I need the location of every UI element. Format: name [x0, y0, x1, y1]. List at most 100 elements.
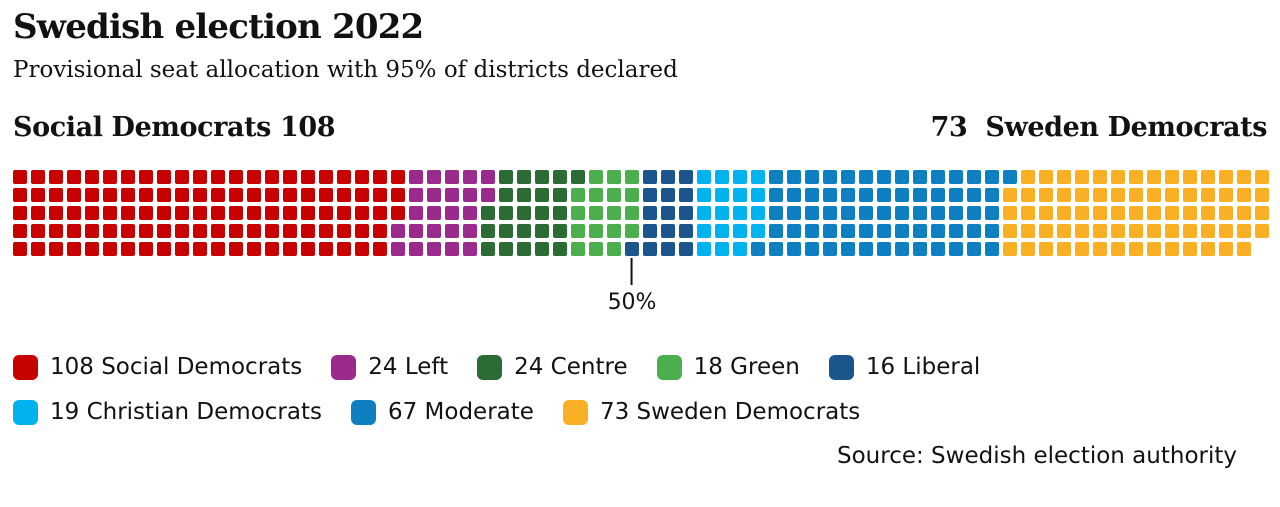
seat-square — [625, 206, 639, 221]
seat-square — [265, 188, 279, 203]
seat-square — [769, 206, 783, 221]
seat-square — [1039, 170, 1053, 185]
seat-square — [1183, 224, 1197, 239]
seat-square — [607, 242, 621, 257]
seat-square — [589, 206, 603, 221]
seat-square — [787, 206, 801, 221]
seat-square — [643, 242, 657, 257]
waffle-column — [499, 170, 513, 257]
seat-square — [679, 188, 693, 203]
bar-labels: Social Democrats 108 73 Sweden Democrats — [13, 112, 1267, 143]
waffle-column — [985, 170, 999, 257]
legend-row: 19 Christian Democrats 67 Moderate 73 Swed… — [13, 399, 1267, 425]
seat-square — [1183, 170, 1197, 185]
waffle-column — [481, 170, 495, 257]
legend-swatch — [656, 354, 682, 380]
seat-square — [13, 242, 27, 257]
seat-square — [85, 224, 99, 239]
waffle-column — [1147, 170, 1161, 257]
legend-label: 16 Liberal — [865, 354, 981, 381]
seat-square — [535, 188, 549, 203]
seat-square — [841, 188, 855, 203]
seat-square — [373, 170, 387, 185]
waffle-column — [121, 170, 135, 257]
seat-square — [1237, 206, 1251, 221]
seat-square — [265, 242, 279, 257]
waffle-column — [373, 170, 387, 257]
seat-square — [967, 188, 981, 203]
seat-square — [409, 188, 423, 203]
seat-square — [463, 188, 477, 203]
seat-square — [157, 188, 171, 203]
seat-square — [409, 170, 423, 185]
seat-square — [571, 206, 585, 221]
seat-square — [319, 224, 333, 239]
seat-square — [517, 242, 531, 257]
waffle-column — [391, 170, 405, 257]
seat-square — [409, 242, 423, 257]
seat-square — [967, 206, 981, 221]
seat-square — [463, 170, 477, 185]
waffle-column — [679, 170, 693, 257]
seat-square — [13, 224, 27, 239]
seat-square — [463, 242, 477, 257]
seat-square — [49, 170, 63, 185]
seat-square — [481, 188, 495, 203]
waffle-column — [841, 170, 855, 257]
seat-square — [1075, 242, 1089, 257]
waffle-column — [859, 170, 873, 257]
seat-square — [445, 188, 459, 203]
seat-square — [607, 224, 621, 239]
seat-square — [229, 224, 243, 239]
seat-square — [643, 188, 657, 203]
legend-item: 73 Sweden Democrats — [562, 399, 860, 425]
seat-square — [211, 224, 225, 239]
seat-square — [859, 224, 873, 239]
seat-square — [1237, 224, 1251, 239]
seat-square — [121, 170, 135, 185]
seat-square — [85, 242, 99, 257]
waffle-column — [931, 170, 945, 257]
waffle-column — [787, 170, 801, 257]
waffle-column — [1255, 170, 1269, 256]
seat-square — [1021, 224, 1035, 239]
seat-square — [1201, 188, 1215, 203]
seat-square — [607, 170, 621, 185]
seat-square — [391, 242, 405, 257]
seat-square — [787, 170, 801, 185]
seat-square — [895, 224, 909, 239]
seat-square — [985, 242, 999, 257]
seat-square — [949, 206, 963, 221]
waffle-column — [697, 170, 711, 257]
seat-square — [913, 242, 927, 257]
seat-square — [697, 188, 711, 203]
seat-square — [913, 206, 927, 221]
seat-square — [283, 242, 297, 257]
waffle-column — [283, 170, 297, 257]
seat-square — [913, 188, 927, 203]
seat-square — [625, 242, 639, 257]
seat-square — [355, 206, 369, 221]
seat-square — [1003, 224, 1017, 239]
seat-square — [391, 170, 405, 185]
seat-square — [157, 170, 171, 185]
seat-square — [769, 224, 783, 239]
seat-square — [391, 206, 405, 221]
waffle-column — [553, 170, 567, 257]
seat-square — [679, 206, 693, 221]
seat-square — [427, 188, 441, 203]
seat-square — [751, 206, 765, 221]
seat-square — [769, 242, 783, 257]
seat-square — [373, 206, 387, 221]
seat-square — [373, 224, 387, 239]
waffle-column — [1057, 170, 1071, 257]
waffle-column — [1003, 170, 1017, 257]
seat-square — [427, 206, 441, 221]
seat-square — [85, 206, 99, 221]
seat-square — [121, 242, 135, 257]
seat-square — [643, 170, 657, 185]
seat-square — [625, 188, 639, 203]
waffle-column — [157, 170, 171, 257]
seat-square — [139, 206, 153, 221]
seat-square — [13, 170, 27, 185]
